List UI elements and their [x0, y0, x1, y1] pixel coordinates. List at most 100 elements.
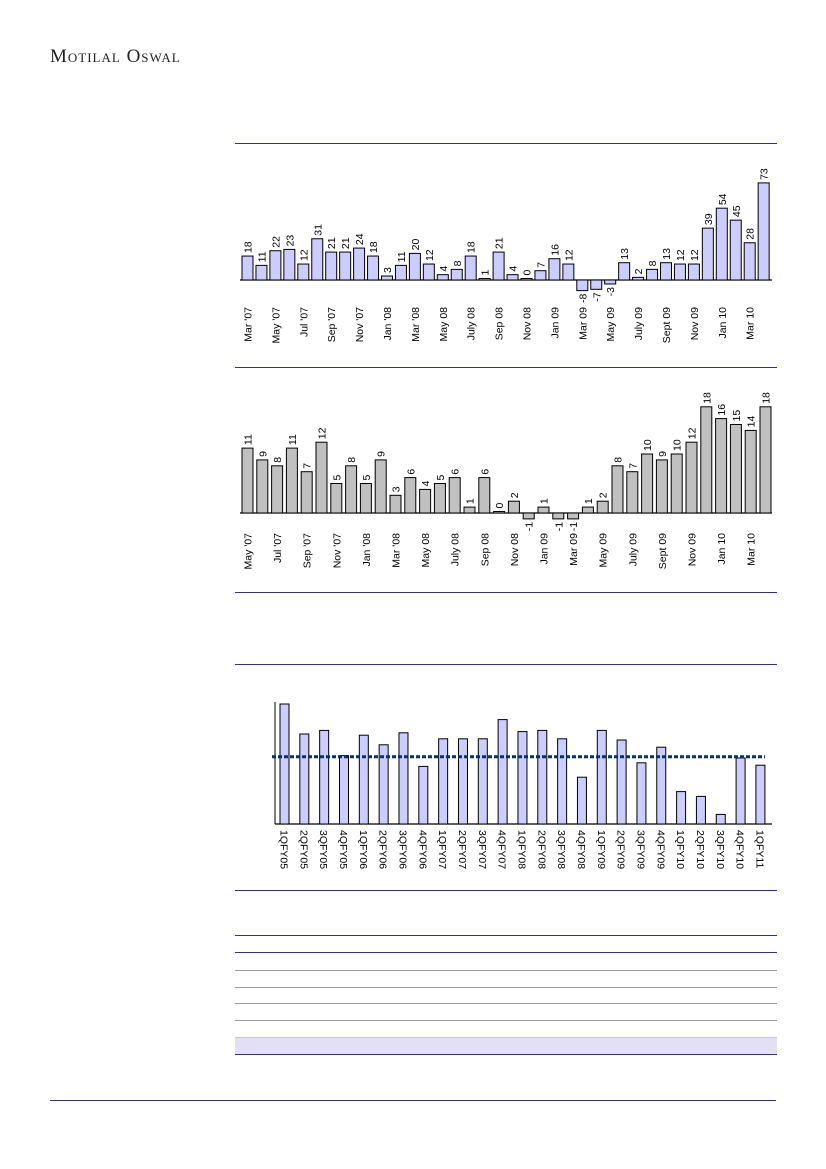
divider	[235, 367, 777, 368]
data-label: -1	[568, 522, 580, 531]
data-label: 12	[689, 249, 701, 261]
bar-3QFY07	[477, 738, 488, 825]
tick-label: Mar 10	[746, 533, 758, 566]
tick-label: 2QFY10	[694, 830, 706, 869]
bar-3QFY05	[319, 729, 330, 825]
divider	[235, 664, 777, 665]
data-label: 9	[657, 451, 669, 457]
data-label: 6	[405, 469, 417, 475]
tick-label: Mar 09	[577, 307, 589, 340]
bar-Apr '08	[404, 477, 417, 514]
data-label: 12	[687, 427, 699, 439]
bar-Jan 10	[715, 207, 728, 281]
bar-Jun 08	[433, 483, 446, 514]
data-label: 39	[703, 213, 715, 225]
data-label: 9	[257, 451, 269, 457]
tick-label: Jul '07	[272, 533, 284, 563]
bar-2QFY05	[299, 733, 310, 825]
bar-Feb '08	[374, 459, 387, 514]
data-label: 11	[243, 434, 255, 445]
tick-label: May 09	[605, 307, 617, 342]
data-label: -1	[553, 522, 565, 531]
data-label: 21	[340, 237, 352, 249]
data-label: 12	[317, 427, 329, 439]
tick-label: 1QFY11	[753, 830, 765, 868]
tick-label: 4QFY06	[416, 830, 428, 869]
bar-Jun '07	[283, 248, 296, 281]
bar-Jan '08	[381, 275, 393, 281]
bar-Aug 09	[641, 453, 654, 514]
bar-Mar 10	[744, 429, 757, 514]
data-label: 18	[701, 392, 713, 404]
data-label: 0	[522, 270, 534, 276]
data-label: 7	[535, 262, 547, 268]
bar-Jan 09	[548, 258, 561, 281]
data-label: 2	[598, 492, 610, 498]
tick-label: 2QFY06	[377, 830, 389, 869]
data-label: -1	[524, 522, 536, 531]
bar-Sept 09	[655, 459, 668, 514]
tick-label: 1QFY06	[357, 830, 369, 869]
data-label: 2	[633, 268, 645, 274]
data-label: 4	[420, 480, 432, 486]
bar-Jan '08	[359, 483, 372, 514]
bar-1QFY08	[517, 731, 528, 825]
bar-Jun 09	[618, 262, 631, 281]
tick-label: Nov 09	[689, 307, 701, 340]
bar-May 09	[596, 500, 609, 514]
bar-1QFY11	[755, 764, 766, 825]
tick-label: 3QFY09	[634, 830, 646, 869]
bar-Aug '07	[285, 447, 298, 514]
bar-3QFY08	[557, 738, 568, 825]
tick-label: Jan 10	[716, 533, 728, 565]
bar-Feb 10	[729, 424, 742, 514]
tick-label: 2QFY08	[535, 830, 547, 869]
bar-Dec 08	[522, 512, 535, 520]
bar-Oct 08	[506, 274, 519, 281]
bar-Aug 09	[646, 268, 659, 281]
bar-Jan 10	[715, 418, 728, 514]
bar-4QFY10	[735, 757, 746, 825]
bar-Apr 09	[590, 279, 603, 290]
bar-4QFY05	[338, 755, 349, 825]
data-label: 4	[438, 266, 450, 272]
bar-2QFY10	[695, 795, 706, 825]
bar-Apr 09	[581, 506, 594, 514]
bar-May '07	[269, 250, 282, 281]
tick-label: Sep 08	[494, 307, 506, 340]
tick-label: May '07	[270, 307, 282, 344]
data-label: 31	[312, 224, 324, 236]
tick-label: Nov 08	[509, 533, 521, 566]
bar-Sep '07	[325, 251, 338, 281]
tick-label: Mar '07	[243, 307, 255, 342]
tick-label: 4QFY09	[654, 830, 666, 869]
table-header-rule	[235, 952, 777, 953]
bar-4QFY08	[576, 776, 587, 825]
bar-2QFY09	[616, 739, 627, 825]
data-label: 22	[270, 236, 282, 248]
tick-label: 1QFY10	[674, 830, 686, 869]
data-label: 5	[435, 475, 447, 481]
data-label: 4	[508, 266, 520, 272]
bar-4QFY07	[497, 719, 508, 825]
tick-label: 1QFY09	[595, 830, 607, 869]
tick-label: Sept 09	[661, 307, 673, 343]
footer-rule	[50, 1100, 776, 1101]
bar-3QFY10	[715, 813, 726, 825]
bar-Feb 09	[552, 512, 565, 520]
bar-Aug 08	[478, 278, 491, 281]
bar-May '07	[241, 447, 254, 514]
bar-Jul '07	[271, 465, 284, 514]
tick-label: Jan 10	[717, 307, 729, 339]
bar-Jun 08	[450, 268, 463, 281]
bar-Mar 10	[743, 242, 756, 281]
bar-1QFY09	[596, 729, 607, 825]
tick-label: Sept 09	[657, 533, 669, 569]
bar-Mar '08	[408, 252, 421, 281]
tick-label: 2QFY07	[456, 830, 468, 869]
bar-July 09	[626, 471, 639, 514]
bar-2QFY07	[457, 738, 468, 825]
bar-1QFY06	[358, 734, 369, 825]
data-label: 18	[466, 241, 478, 253]
data-label: 45	[731, 205, 743, 217]
